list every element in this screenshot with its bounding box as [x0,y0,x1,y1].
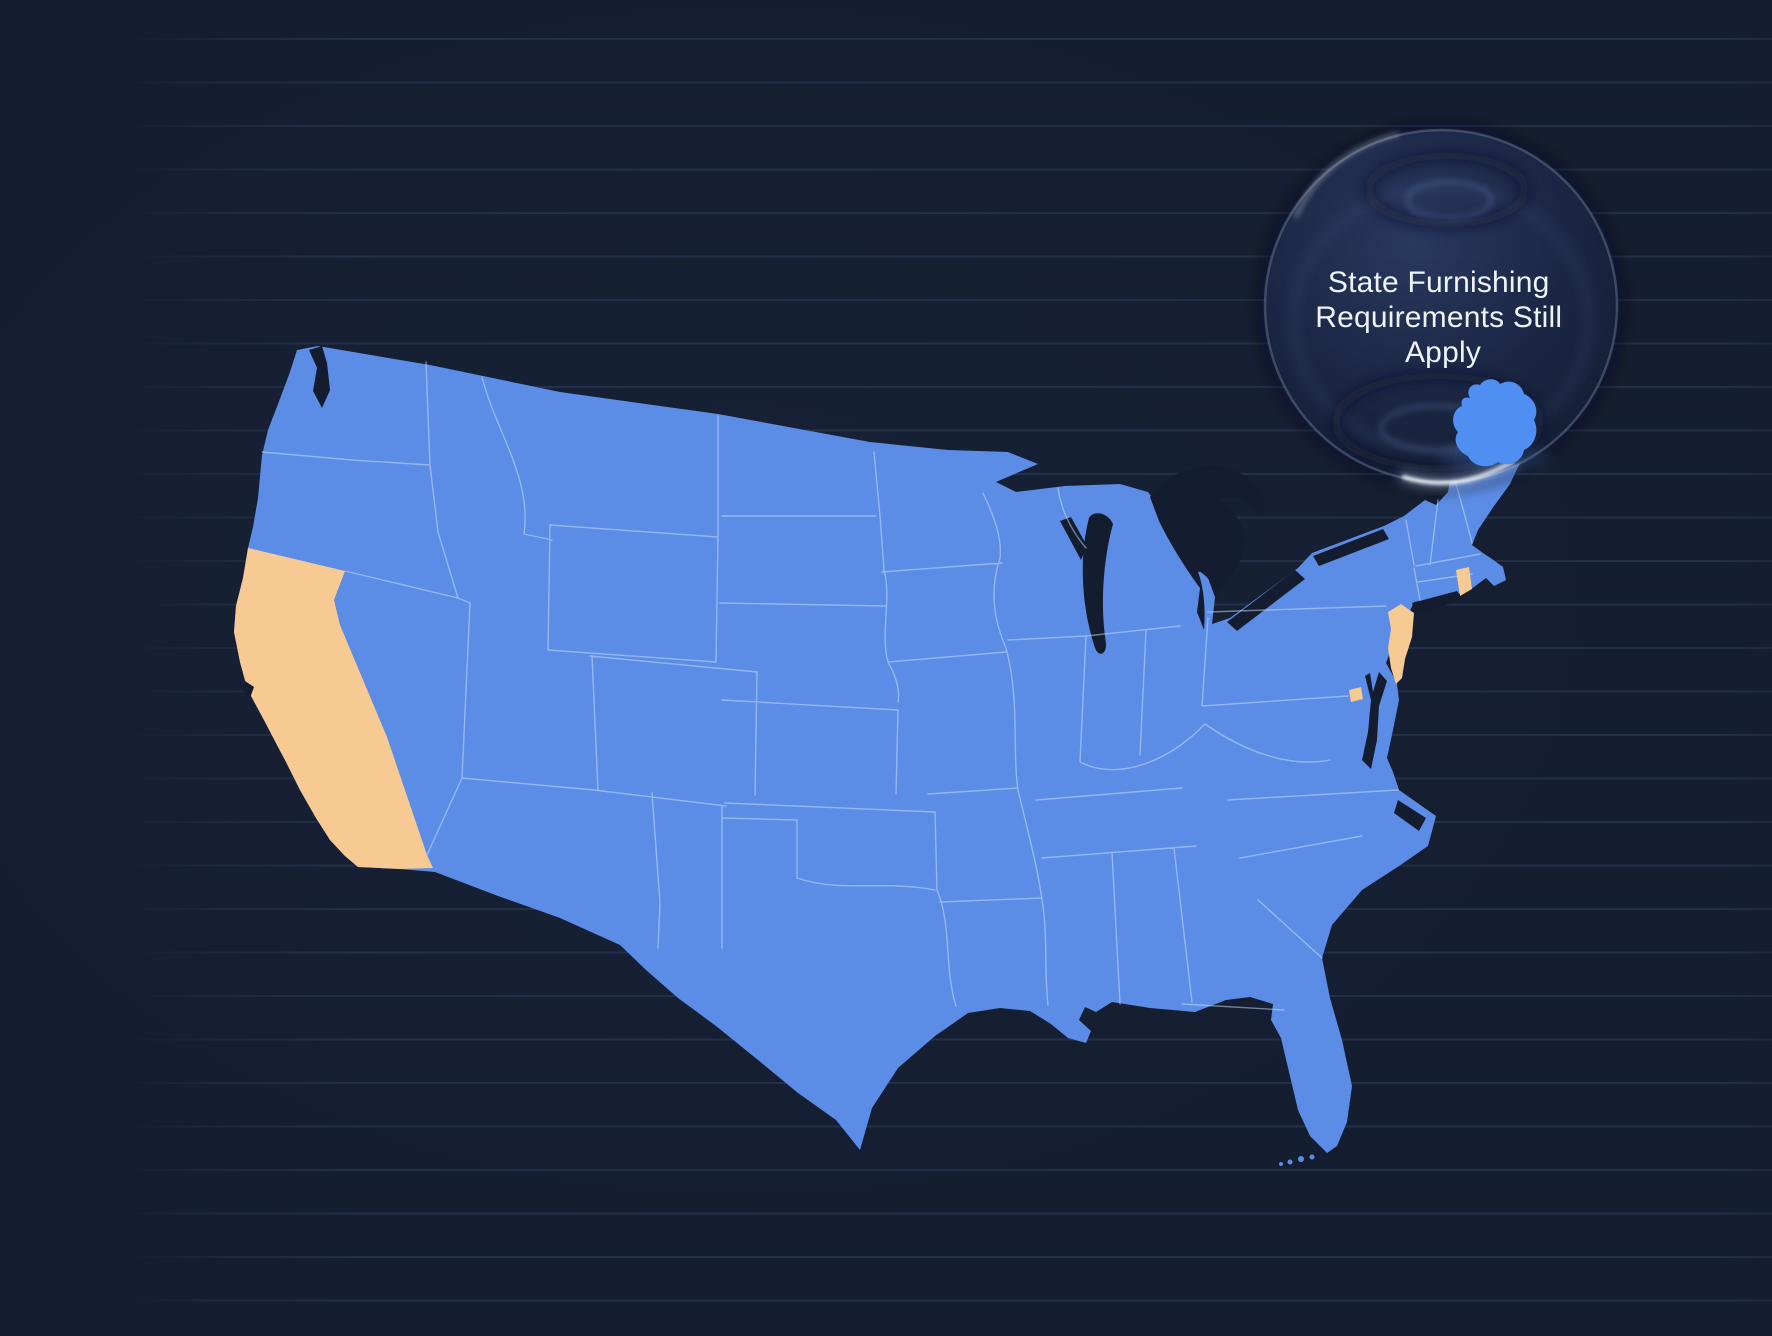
puget-sound [309,346,330,408]
state-rhode-island [1456,567,1472,596]
state-district-of-columbia [1349,687,1363,702]
lake-erie [1227,570,1305,631]
usa-map [234,346,1520,1166]
green-bay [1060,517,1087,560]
bubble-caption-line-1: State Furnishing [1328,266,1550,299]
bubble-rim-top-highlight [1294,132,1400,218]
bubble-caption: State Furnishing Requirements Still Appl… [1315,266,1571,369]
san-francisco-bay-notch [243,681,254,698]
state-new-jersey [1388,604,1414,684]
state-borders [261,361,1481,1011]
lake-michigan [1082,513,1113,654]
state-california [234,548,433,869]
highlighted-states [234,548,1472,869]
bubble-caption-line-3: Apply [1405,336,1481,369]
us-map-silhouette [234,346,1520,1153]
long-island-sound [1412,591,1463,615]
lake-huron [1150,466,1265,630]
bubble-swirls [1290,151,1592,473]
lake-ontario [1313,529,1389,566]
chesapeake-bay [1362,672,1387,769]
bubble-caption-line-2: Requirements Still [1315,301,1562,334]
pamlico-sound [1394,800,1426,831]
annotation-bubble: State Furnishing Requirements Still Appl… [1255,120,1627,492]
magnified-state-blob [1453,379,1537,467]
florida-keys [1279,1154,1315,1166]
